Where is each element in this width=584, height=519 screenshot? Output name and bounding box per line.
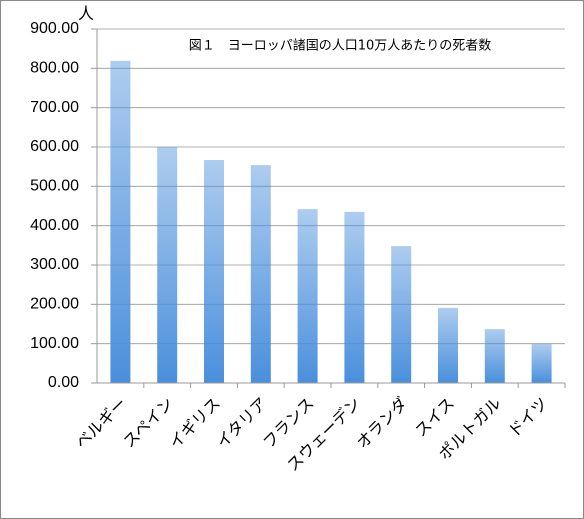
bar xyxy=(391,246,412,383)
bar xyxy=(110,60,131,384)
y-tick-label: 800.00 xyxy=(30,60,79,77)
y-tick-label: 200.00 xyxy=(30,296,79,313)
y-tick-label: 0.00 xyxy=(48,374,79,391)
bar xyxy=(438,307,458,383)
chart-title: 図１ ヨーロッパ諸国の人口10万人あたりの死者数 xyxy=(189,38,492,54)
bar xyxy=(204,159,224,383)
y-tick-label: 100.00 xyxy=(30,335,79,352)
bar xyxy=(157,147,178,383)
bar xyxy=(297,209,318,383)
bar xyxy=(484,329,505,383)
bar xyxy=(531,344,552,383)
y-unit: 人 xyxy=(78,5,94,23)
y-tick-label: 400.00 xyxy=(30,217,79,234)
bar xyxy=(344,211,365,383)
y-tick-label: 300.00 xyxy=(30,256,79,273)
y-tick-label: 700.00 xyxy=(30,99,79,116)
y-tick-label: 500.00 xyxy=(30,178,79,195)
y-tick-label: 600.00 xyxy=(30,138,79,155)
bar xyxy=(250,165,271,383)
y-tick-label: 900.00 xyxy=(30,20,79,37)
